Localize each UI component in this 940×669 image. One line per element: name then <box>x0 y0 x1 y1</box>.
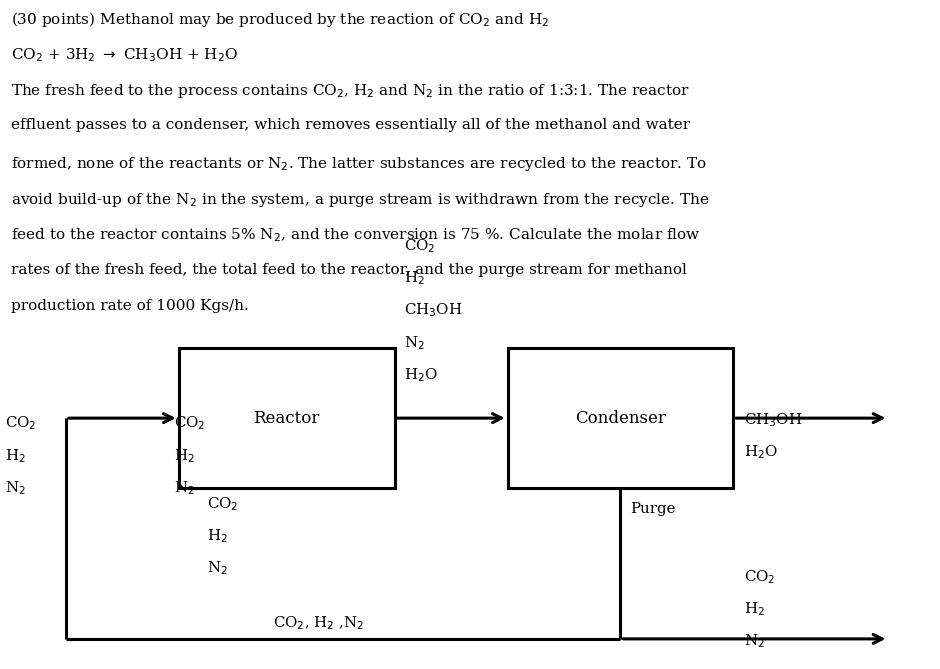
Text: CO$_2$ + 3H$_2$ $\rightarrow$ CH$_3$OH + H$_2$O: CO$_2$ + 3H$_2$ $\rightarrow$ CH$_3$OH +… <box>11 46 239 64</box>
Text: H$_2$O: H$_2$O <box>404 366 438 383</box>
Text: avoid build-up of the N$_2$ in the system, a purge stream is withdrawn from the : avoid build-up of the N$_2$ in the syste… <box>11 191 710 209</box>
Text: H$_2$O: H$_2$O <box>744 444 778 461</box>
Text: (30 points) Methanol may be produced by the reaction of CO$_2$ and H$_2$: (30 points) Methanol may be produced by … <box>11 10 550 29</box>
Text: H$_2$: H$_2$ <box>744 600 765 617</box>
Text: The fresh feed to the process contains CO$_2$, H$_2$ and N$_2$ in the ratio of 1: The fresh feed to the process contains C… <box>11 82 690 100</box>
Text: CO$_2$: CO$_2$ <box>5 415 36 432</box>
Text: CO$_2$: CO$_2$ <box>404 237 435 255</box>
Text: H$_2$: H$_2$ <box>404 270 425 287</box>
Text: CO$_2$: CO$_2$ <box>207 495 238 512</box>
Text: N$_2$: N$_2$ <box>207 559 227 577</box>
Text: production rate of 1000 Kgs/h.: production rate of 1000 Kgs/h. <box>11 299 249 313</box>
Text: CO$_2$, H$_2$ ,N$_2$: CO$_2$, H$_2$ ,N$_2$ <box>273 615 364 632</box>
Text: Condenser: Condenser <box>575 409 666 427</box>
Text: N$_2$: N$_2$ <box>744 632 765 650</box>
Text: CO$_2$: CO$_2$ <box>174 415 205 432</box>
Text: Purge: Purge <box>630 502 675 516</box>
Text: N$_2$: N$_2$ <box>5 479 25 496</box>
Bar <box>179 348 395 488</box>
Text: N$_2$: N$_2$ <box>404 334 425 351</box>
Text: N$_2$: N$_2$ <box>174 479 195 496</box>
Text: feed to the reactor contains 5% N$_2$, and the conversion is 75 %. Calculate the: feed to the reactor contains 5% N$_2$, a… <box>11 227 701 244</box>
Text: rates of the fresh feed, the total feed to the reactor, and the purge stream for: rates of the fresh feed, the total feed … <box>11 263 687 277</box>
Text: effluent passes to a condenser, which removes essentially all of the methanol an: effluent passes to a condenser, which re… <box>11 118 690 132</box>
Text: Reactor: Reactor <box>254 409 320 427</box>
Text: formed, none of the reactants or N$_2$. The latter substances are recycled to th: formed, none of the reactants or N$_2$. … <box>11 155 708 173</box>
Text: CH$_3$OH: CH$_3$OH <box>404 302 462 319</box>
Text: H$_2$: H$_2$ <box>5 447 25 464</box>
Text: CO$_2$: CO$_2$ <box>744 568 776 585</box>
Text: H$_2$: H$_2$ <box>174 447 195 464</box>
Bar <box>508 348 733 488</box>
Text: CH$_3$OH: CH$_3$OH <box>744 411 803 429</box>
Text: H$_2$: H$_2$ <box>207 527 227 545</box>
